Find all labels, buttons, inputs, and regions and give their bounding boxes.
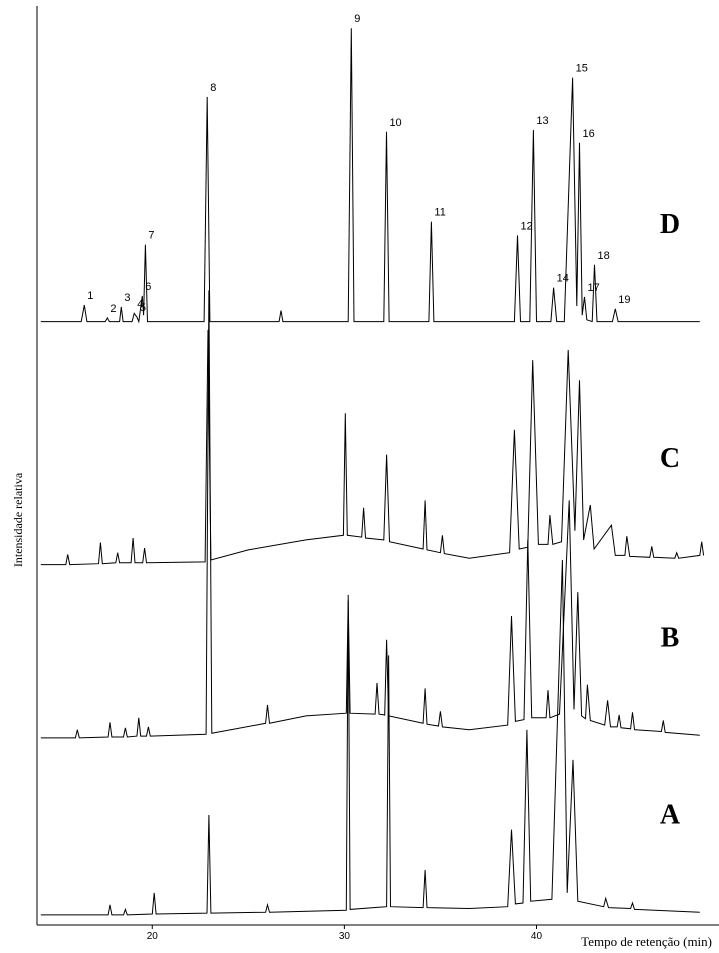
peak-label: 5	[140, 302, 146, 314]
trace-name: D	[660, 209, 680, 240]
peak-label: 11	[434, 207, 445, 219]
trace	[40, 559, 700, 916]
x-axis-label: Tempo de retenção (min)	[581, 934, 712, 949]
peak-label: 14	[557, 273, 569, 285]
y-axis-label: Intensidade relativa	[11, 472, 25, 567]
peak-label: 19	[618, 294, 630, 306]
peak-label: 6	[145, 281, 151, 293]
peak-label: 13	[536, 115, 548, 127]
trace	[40, 290, 700, 739]
peak-label: 18	[598, 250, 610, 262]
trace-name: B	[661, 623, 680, 654]
peak-label: 10	[389, 117, 401, 129]
peak-label: 9	[354, 13, 360, 25]
peak-label: 2	[110, 303, 116, 315]
trace-name: C	[660, 443, 680, 474]
peak-label: 15	[576, 63, 588, 75]
peak-label: 3	[124, 292, 130, 304]
peak-label: 1	[87, 290, 93, 302]
peak-label: 17	[588, 282, 600, 294]
trace	[40, 329, 705, 566]
x-tick-label: 30	[339, 931, 351, 942]
x-tick-label: 40	[531, 931, 543, 942]
trace-name: A	[660, 800, 681, 831]
trace	[40, 28, 700, 324]
peak-label: 12	[520, 220, 532, 232]
peak-label: 8	[210, 82, 216, 94]
x-tick-label: 20	[147, 931, 159, 942]
peak-label: 4	[137, 298, 143, 310]
peak-label: 16	[583, 128, 595, 140]
peak-label: 7	[148, 230, 154, 242]
